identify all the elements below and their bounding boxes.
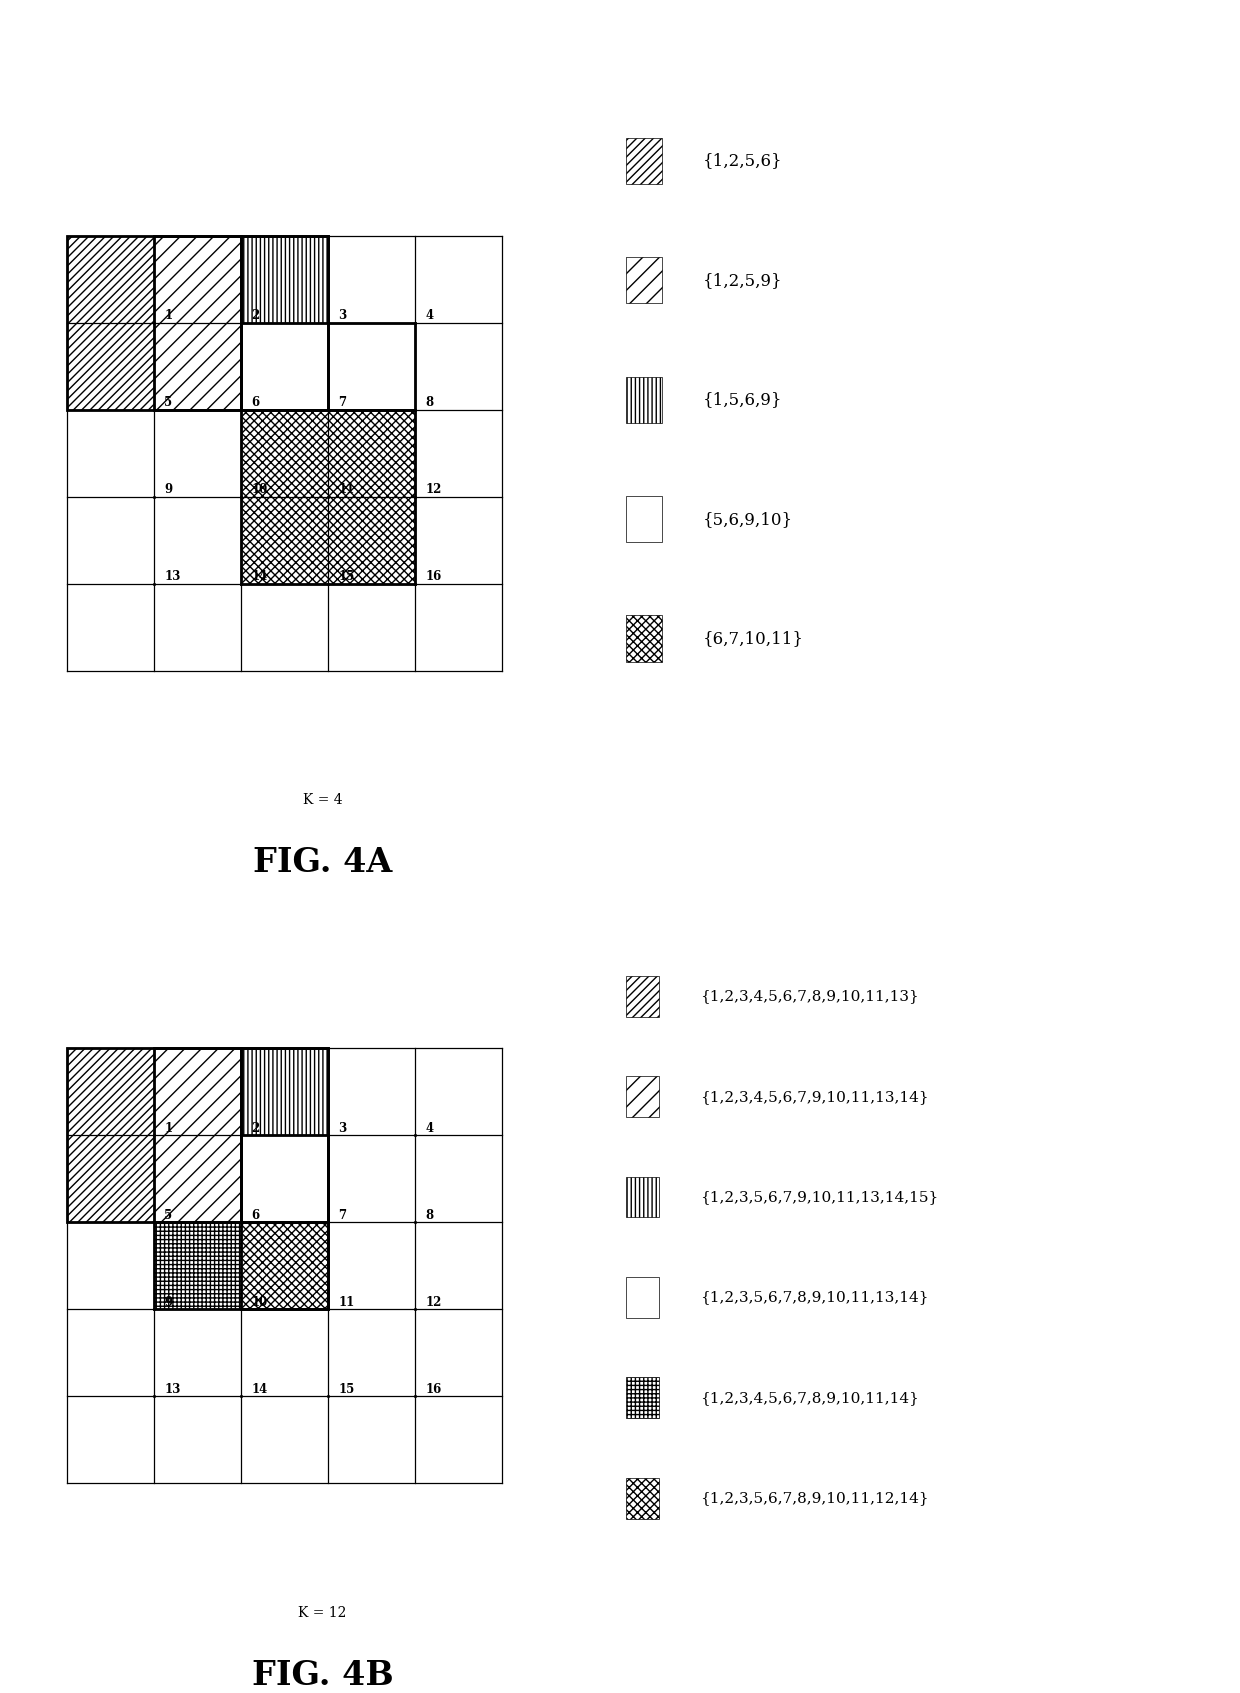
Text: 14: 14 [252,1383,268,1397]
Bar [241,323,415,410]
Text: {1,2,3,5,6,7,8,9,10,11,12,14}: {1,2,3,5,6,7,8,9,10,11,12,14} [701,1492,929,1505]
Bar [241,1222,329,1309]
Text: 6: 6 [252,1209,259,1222]
Text: {5,6,9,10}: {5,6,9,10} [703,511,794,528]
Text: 3: 3 [339,1122,347,1134]
Text: 2: 2 [252,310,259,322]
Text: {1,2,3,4,5,6,7,8,9,10,11,13}: {1,2,3,4,5,6,7,8,9,10,11,13} [701,989,919,1004]
Text: K = 4: K = 4 [303,794,342,808]
Bar [626,496,662,542]
Bar [154,1048,329,1222]
Text: 13: 13 [165,571,181,584]
Bar [154,1222,329,1309]
Bar [67,1048,241,1222]
Text: FIG. 4B: FIG. 4B [252,1659,393,1691]
Bar [626,975,658,1017]
Text: {1,5,6,9}: {1,5,6,9} [703,391,782,408]
Text: {6,7,10,11}: {6,7,10,11} [703,630,805,647]
Text: 9: 9 [165,483,172,496]
Text: 14: 14 [252,571,268,584]
Text: {1,2,3,5,6,7,8,9,10,11,13,14}: {1,2,3,5,6,7,8,9,10,11,13,14} [701,1290,929,1304]
Bar [67,1048,241,1222]
Text: 16: 16 [425,571,441,584]
Text: 4: 4 [425,1122,434,1134]
Bar [154,1222,329,1309]
Bar [241,235,329,410]
Bar [241,1136,329,1222]
Bar [241,1048,329,1222]
Text: 6: 6 [252,396,259,410]
Bar [626,1378,658,1419]
Bar [626,1077,658,1117]
Text: {1,2,3,4,5,6,7,8,9,10,11,14}: {1,2,3,4,5,6,7,8,9,10,11,14} [701,1392,919,1405]
Bar [241,1048,329,1222]
Text: 16: 16 [425,1383,441,1397]
Bar [241,1222,329,1309]
Text: 10: 10 [252,1295,268,1309]
Text: {1,2,3,4,5,6,7,9,10,11,13,14}: {1,2,3,4,5,6,7,9,10,11,13,14} [701,1090,929,1104]
Text: {1,2,3,5,6,7,9,10,11,13,14,15}: {1,2,3,5,6,7,9,10,11,13,14,15} [701,1190,939,1204]
Bar [626,1177,658,1217]
Text: 10: 10 [252,483,268,496]
Text: 8: 8 [425,1209,434,1222]
Text: 15: 15 [339,1383,355,1397]
Bar [154,235,329,410]
Bar [67,235,241,410]
Text: 12: 12 [425,483,441,496]
Bar [626,1277,658,1317]
Text: 9: 9 [165,1295,172,1309]
Bar [626,1478,658,1519]
Text: 3: 3 [339,310,347,322]
Text: 13: 13 [165,1383,181,1397]
Text: {1,2,5,9}: {1,2,5,9} [703,273,782,290]
Text: {1,2,5,6}: {1,2,5,6} [703,152,782,169]
Bar [241,410,415,584]
Text: 11: 11 [339,483,355,496]
Text: 5: 5 [165,1209,172,1222]
Bar [241,235,329,410]
Text: 8: 8 [425,396,434,410]
Text: K = 12: K = 12 [298,1607,347,1620]
Bar [154,235,329,410]
Text: 4: 4 [425,310,434,322]
Bar [626,137,662,185]
Bar [154,1048,329,1222]
Text: FIG. 4A: FIG. 4A [253,846,392,879]
Text: 11: 11 [339,1295,355,1309]
Bar [626,616,662,662]
Text: 5: 5 [165,396,172,410]
Text: 12: 12 [425,1295,441,1309]
Text: 15: 15 [339,571,355,584]
Text: 2: 2 [252,1122,259,1134]
Bar [241,323,415,410]
Bar [67,235,241,410]
Bar [626,376,662,423]
Text: 1: 1 [165,1122,172,1134]
Text: 7: 7 [339,1209,347,1222]
Text: 1: 1 [165,310,172,322]
Bar [241,410,415,584]
Bar [241,1136,329,1222]
Bar [626,257,662,303]
Text: 7: 7 [339,396,347,410]
